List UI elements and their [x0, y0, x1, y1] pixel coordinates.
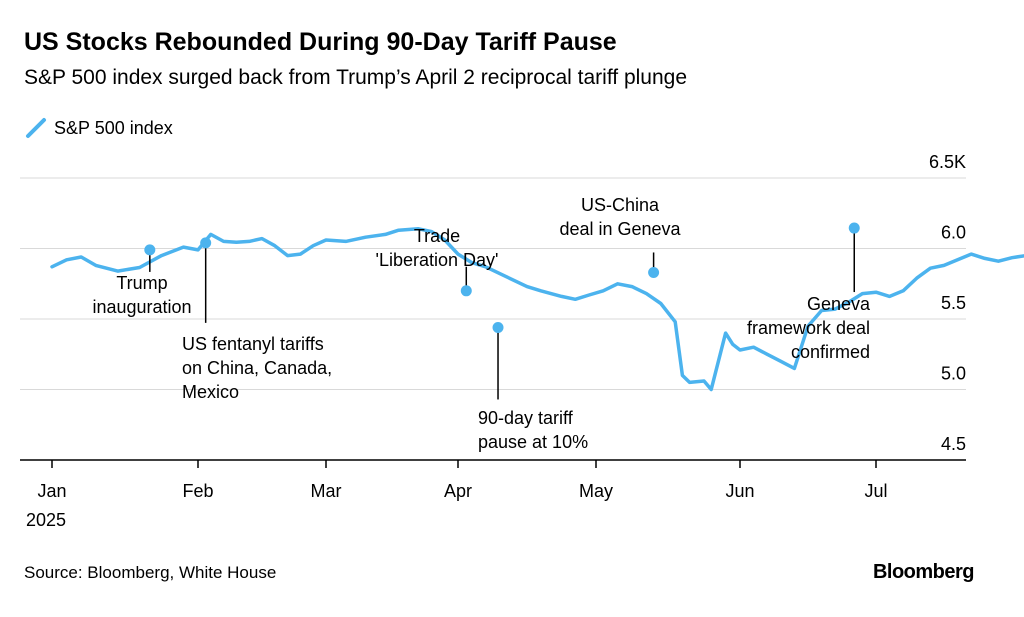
y-tick-label: 5.5 [941, 293, 966, 313]
annotation-label: framework deal [747, 318, 870, 338]
x-tick-label: Feb [182, 481, 213, 501]
y-tick-label: 4.5 [941, 434, 966, 454]
x-tick-label: May [579, 481, 613, 501]
x-tick-label: Apr [444, 481, 472, 501]
bloomberg-logo: Bloomberg [872, 561, 975, 583]
annotation-label: on China, Canada, [182, 358, 332, 378]
x-tick-year-label: 2025 [26, 510, 66, 530]
annotation-marker [648, 266, 660, 278]
annotation-label: deal in Geneva [559, 219, 681, 239]
annotation-marker [460, 285, 472, 297]
annotation-label: Mexico [182, 382, 239, 402]
x-tick-label: Jan [37, 481, 66, 501]
x-tick-label: Mar [311, 481, 342, 501]
source-note: Source: Bloomberg, White House [24, 563, 277, 582]
y-tick-label: 6.0 [941, 223, 966, 243]
annotation-marker [200, 237, 212, 249]
series-line [50, 227, 1024, 392]
y-tick-label: 5.0 [941, 364, 966, 384]
x-tick-label: Jul [864, 481, 887, 501]
annotation-label: 'Liberation Day' [376, 250, 499, 270]
annotation-label: confirmed [791, 342, 870, 362]
annotation-label: US-China [581, 195, 660, 215]
chart-title: US Stocks Rebounded During 90-Day Tariff… [24, 28, 617, 56]
annotation-label: pause at 10% [478, 432, 588, 452]
annotation-label: Geneva [807, 294, 871, 314]
annotation-marker [144, 244, 156, 256]
annotation-label: Trump [116, 273, 167, 293]
annotation-label: 90-day tariff [478, 408, 574, 428]
legend-label: S&P 500 index [54, 117, 173, 138]
annotation-label: US fentanyl tariffs [182, 334, 324, 354]
annotation-marker [848, 222, 860, 234]
annotation-marker [492, 321, 504, 333]
chart-subtitle: S&P 500 index surged back from Trump’s A… [24, 66, 688, 89]
annotation-label: Trade [414, 226, 460, 246]
legend-line-icon [26, 118, 46, 138]
y-tick-label: 6.5K [929, 152, 966, 172]
legend: S&P 500 index [24, 116, 173, 140]
annotation-label: inauguration [92, 297, 191, 317]
x-tick-label: Jun [725, 481, 754, 501]
